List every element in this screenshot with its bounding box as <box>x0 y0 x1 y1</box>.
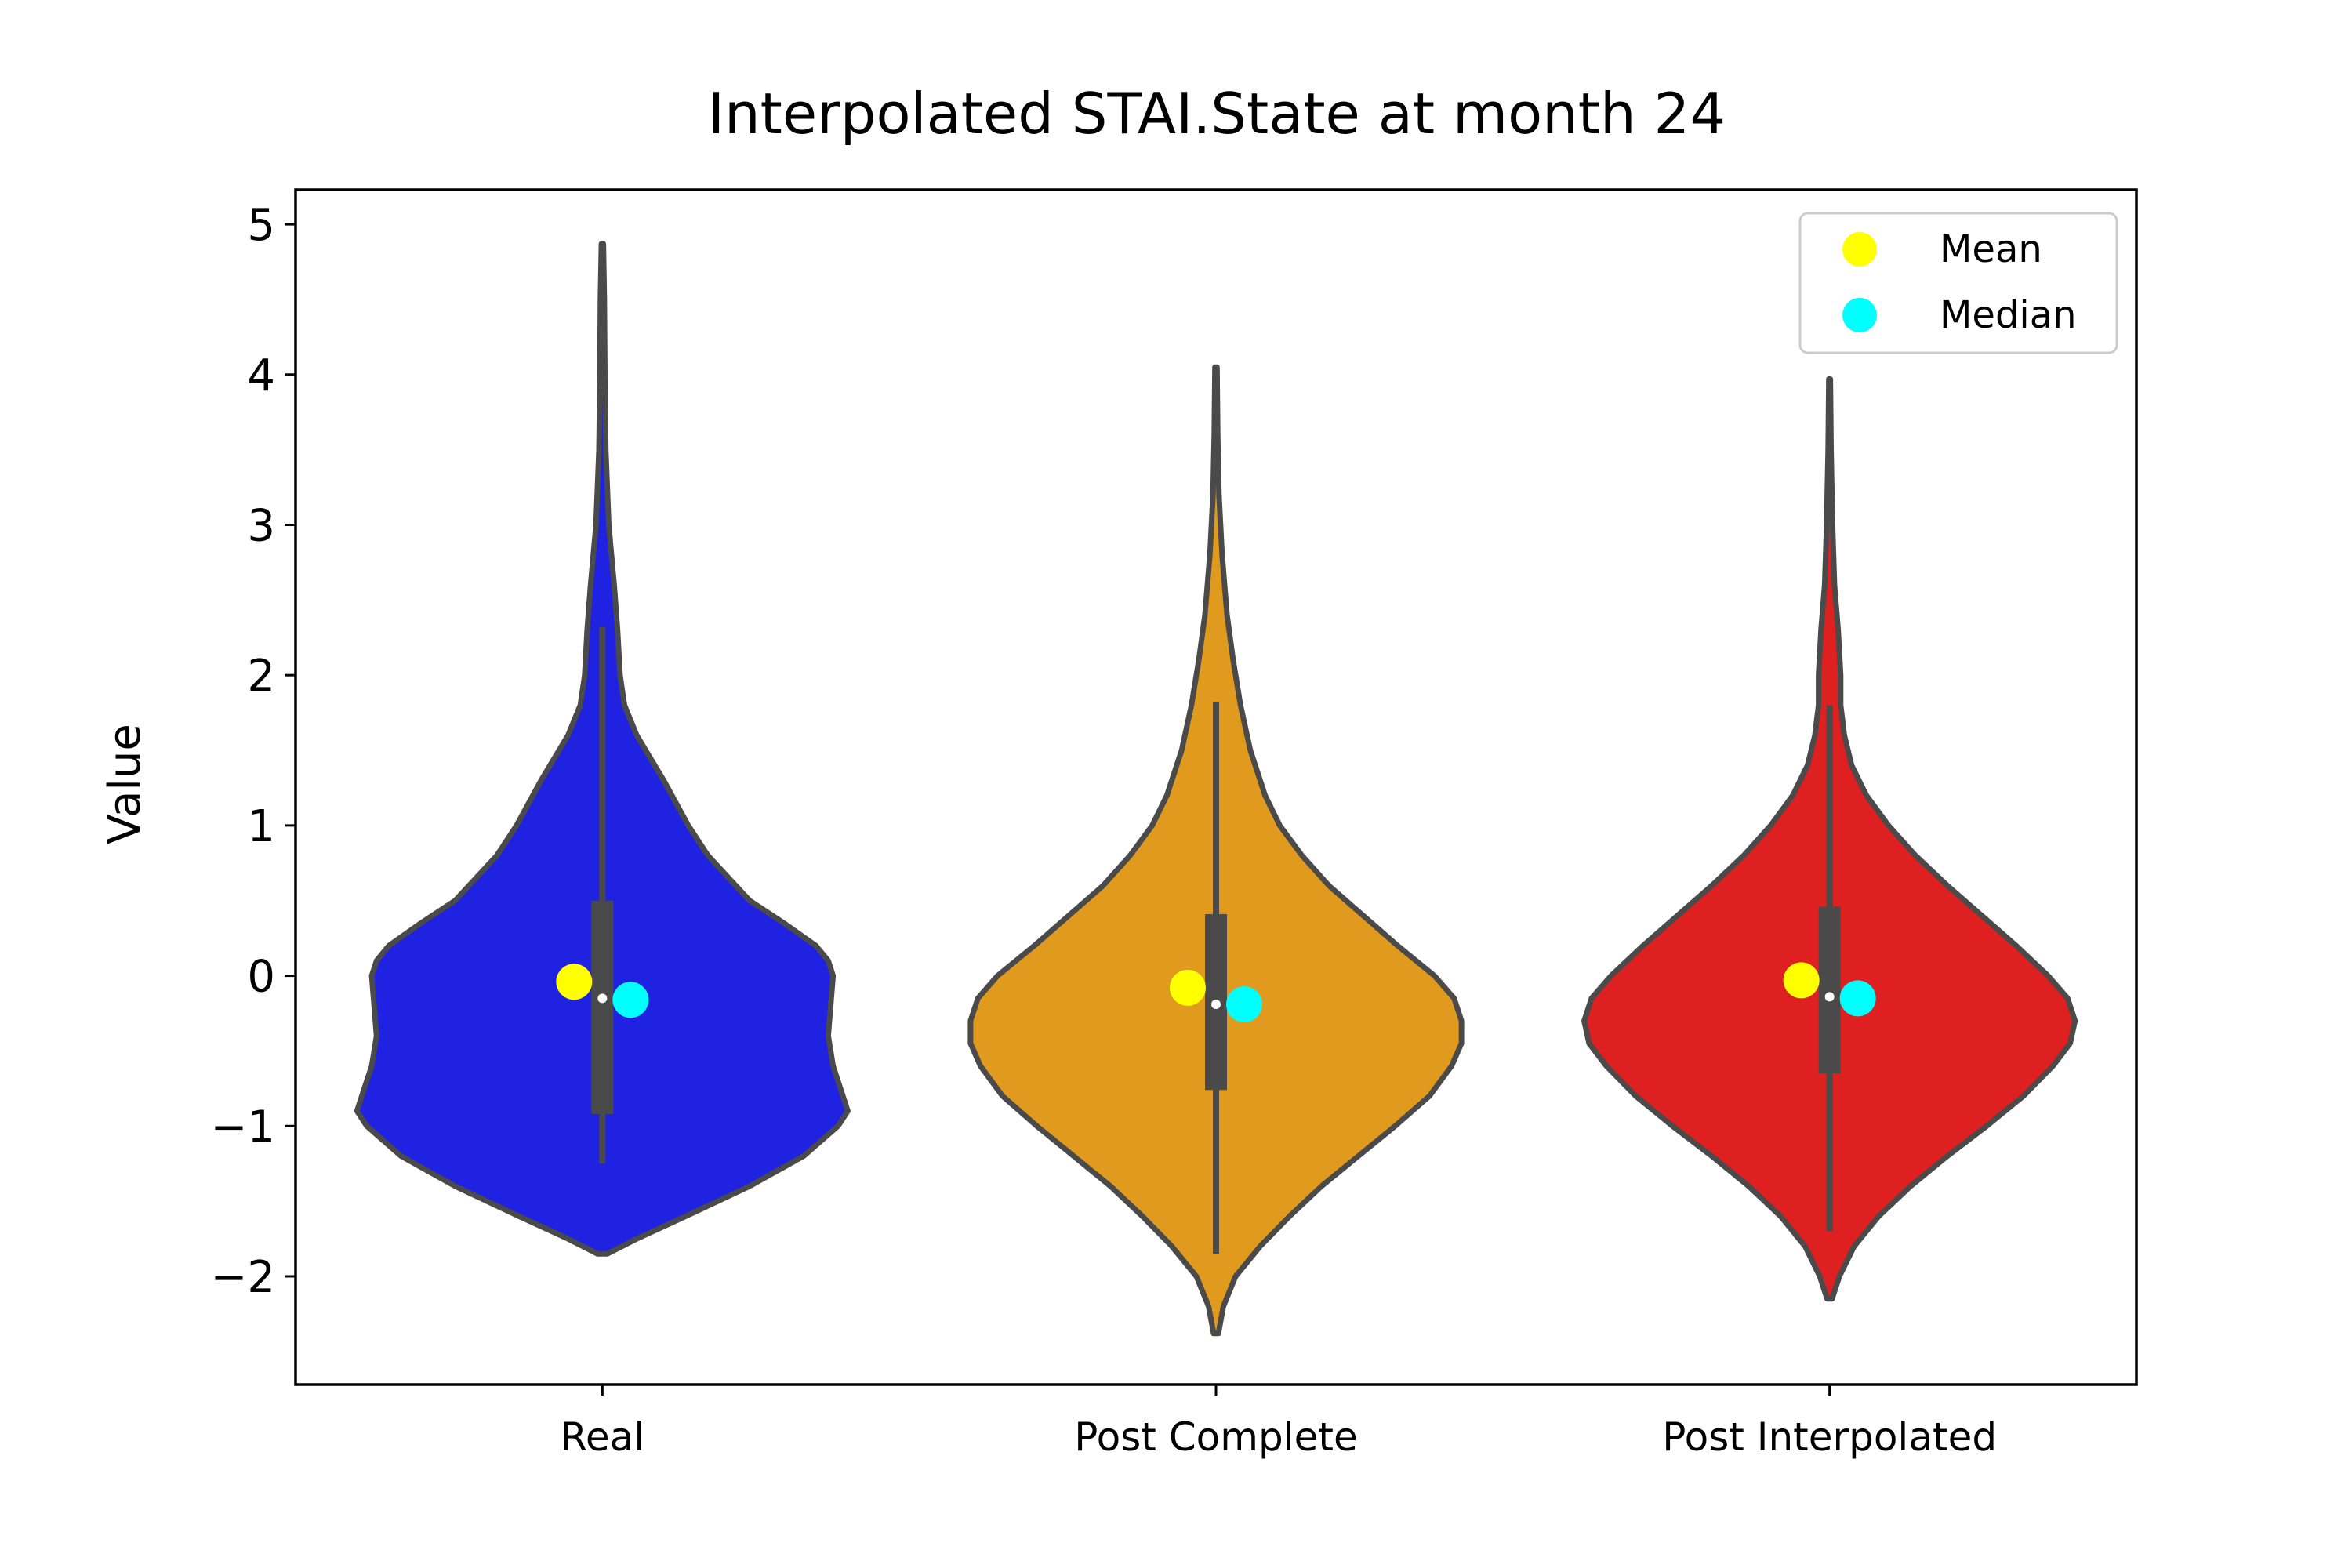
legend: Mean Median <box>1798 212 2118 354</box>
mean-marker <box>1170 969 1206 1006</box>
legend-frame <box>1798 212 2118 354</box>
x-tick-label: Real <box>560 1414 644 1460</box>
legend-mean-label: Mean <box>1940 227 2042 271</box>
mean-marker <box>1783 962 1820 999</box>
y-axis: −2 −1 0 1 2 3 4 5 <box>210 200 296 1303</box>
violin-iqr-box <box>591 900 614 1114</box>
violin-inner-median <box>1211 1000 1221 1010</box>
median-marker <box>612 982 649 1018</box>
legend-mean-marker <box>1842 232 1877 267</box>
mean-marker <box>556 964 593 1000</box>
y-tick-label: 3 <box>247 500 275 551</box>
y-axis-label: Value <box>100 724 151 844</box>
legend-median-marker <box>1842 298 1877 332</box>
violin-inner-median <box>1824 992 1835 1002</box>
x-axis: Real Post Complete Post Interpolated <box>560 1385 1997 1460</box>
y-tick-label: 4 <box>247 350 275 401</box>
median-marker <box>1839 980 1876 1017</box>
violin-inner-median <box>597 993 608 1004</box>
median-marker <box>1226 986 1262 1023</box>
chart-title: Interpolated STAI.State at month 24 <box>708 81 1726 147</box>
y-tick-label: −2 <box>210 1252 275 1303</box>
y-tick-label: 1 <box>247 801 275 852</box>
plot-area <box>294 188 2138 1386</box>
y-tick-label: 5 <box>247 200 275 251</box>
violins-layer <box>354 241 2078 1337</box>
y-tick-label: 2 <box>247 651 275 702</box>
y-tick-label: −1 <box>210 1102 275 1152</box>
legend-median-label: Median <box>1940 293 2077 337</box>
x-tick-label: Post Complete <box>1074 1414 1357 1460</box>
x-tick-label: Post Interpolated <box>1662 1414 1997 1460</box>
violin-iqr-box <box>1818 906 1841 1074</box>
y-tick-label: 0 <box>247 952 275 1003</box>
